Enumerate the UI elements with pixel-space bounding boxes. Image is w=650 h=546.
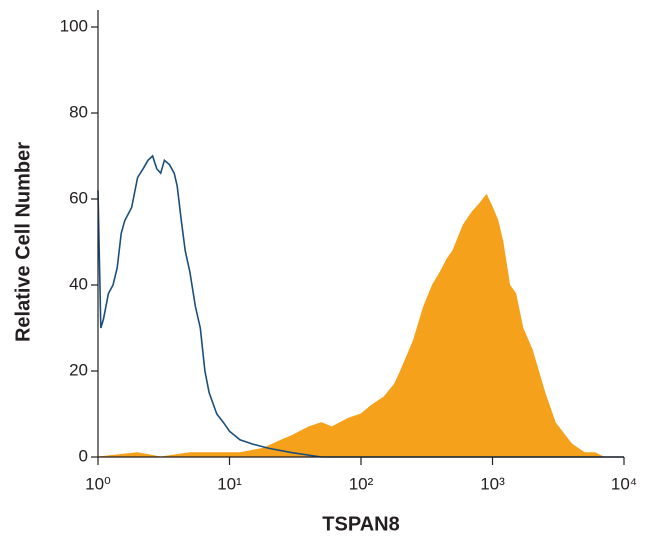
x-axis-title: TSPAN8 bbox=[322, 513, 399, 535]
x-tick-label: 10² bbox=[349, 474, 374, 493]
histogram-area bbox=[97, 193, 624, 458]
y-axis-title: Relative Cell Number bbox=[12, 142, 34, 342]
y-tick-label: 20 bbox=[69, 360, 88, 379]
histogram-line bbox=[97, 154, 624, 458]
y-tick-label: 100 bbox=[60, 16, 88, 35]
x-tick-label: 10³ bbox=[480, 474, 505, 493]
x-tick-label: 10¹ bbox=[217, 474, 242, 493]
y-tick-label: 0 bbox=[79, 446, 88, 465]
y-tick-label: 60 bbox=[69, 188, 88, 207]
x-tick-label: 10⁴ bbox=[611, 474, 637, 493]
y-tick-label: 80 bbox=[69, 102, 88, 121]
y-tick-label: 40 bbox=[69, 274, 88, 293]
x-tick-label: 10⁰ bbox=[85, 474, 111, 493]
